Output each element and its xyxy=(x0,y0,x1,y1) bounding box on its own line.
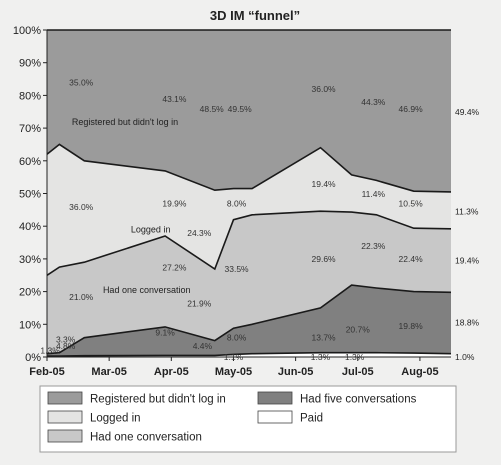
legend-swatch-had-one-conversation xyxy=(47,429,83,443)
legend-swatch-logged-in xyxy=(47,410,83,424)
data-label: 46.9% xyxy=(399,104,424,114)
data-label: 10.5% xyxy=(399,199,424,209)
data-label: 21.0% xyxy=(69,292,94,302)
legend-box xyxy=(39,385,457,453)
data-label: 3.3% xyxy=(56,334,76,344)
data-label: 19.8% xyxy=(399,321,424,331)
data-label: 44.3% xyxy=(361,97,386,107)
data-label: 11.4% xyxy=(362,189,386,199)
area-had-five-conversations xyxy=(47,285,451,356)
series-annotation: Had one conversation xyxy=(103,285,191,295)
area-had-one-conversation xyxy=(47,211,451,354)
plot-lines xyxy=(46,29,452,357)
area-registered-but-didn-t-log-in xyxy=(47,30,451,192)
end-value-label: 49.4% xyxy=(455,107,480,117)
data-label: 43.1% xyxy=(162,94,187,104)
y-tick-label: 90% xyxy=(19,58,41,70)
legend-label-logged-in: Logged in xyxy=(90,413,141,425)
data-label: 1.3% xyxy=(311,352,331,362)
data-label: 4.8% xyxy=(56,341,76,351)
end-value-label: 11.3% xyxy=(455,206,479,216)
legend: Registered but didn't log in Had five con… xyxy=(39,385,457,453)
line-logged-in xyxy=(46,143,452,193)
legend-label-had-one-conversation: Had one conversation xyxy=(90,432,202,444)
x-tick-label: Feb-05 xyxy=(29,366,64,378)
data-label: 19.4% xyxy=(312,179,337,189)
data-label: 22.3% xyxy=(361,241,386,251)
y-tick-label: 0% xyxy=(25,352,41,364)
data-label: 36.0% xyxy=(69,202,94,212)
legend-swatch-paid xyxy=(257,410,293,424)
x-tick-label: Mar-05 xyxy=(91,366,126,378)
data-label: 29.6% xyxy=(312,254,337,264)
data-label: 21.9% xyxy=(187,298,212,308)
end-value-label: 18.8% xyxy=(455,318,480,328)
data-label: 20.7% xyxy=(346,324,371,334)
legend-swatch-registered-but-didn-t-log-in xyxy=(47,391,83,405)
legend-label-had-five-conversations: Had five conversations xyxy=(300,394,417,406)
y-tick-label: 100% xyxy=(13,25,41,37)
data-label: 1.3% xyxy=(345,352,365,362)
data-label: 35.0% xyxy=(69,78,94,88)
data-label: 1.3% xyxy=(40,346,60,356)
y-tick-label: 70% xyxy=(19,123,41,135)
y-tick-label: 50% xyxy=(19,189,41,201)
y-axis: 0% 10% 20% 30% 40% 50% 60% 70% 80% 90% 100% xyxy=(13,25,48,364)
y-tick-label: 40% xyxy=(19,221,41,233)
right-labels: 49.4% 11.3% 19.4% 18.8% 1.0% xyxy=(455,107,480,362)
data-label: 27.2% xyxy=(162,262,187,272)
data-label: 24.3% xyxy=(187,228,212,238)
data-label: 8.0% xyxy=(227,333,247,343)
data-label: 8.0% xyxy=(227,199,247,209)
data-label: 1.1% xyxy=(224,352,244,362)
chart-title: 3D IM “funnel” xyxy=(210,8,300,23)
series-annotation: Registered but didn't log in xyxy=(72,117,178,127)
plot-areas xyxy=(47,30,451,357)
line-had-five-conversations xyxy=(46,284,452,355)
legend-label-registered-but-didn-t-log-in: Registered but didn't log in xyxy=(90,394,226,406)
end-value-label: 19.4% xyxy=(455,256,480,266)
point-labels: 35.0% 43.1% 48.5% 49.5% 36.0% 44.3% 46.9% 36.0%… xyxy=(40,78,423,362)
legend-swatch-had-five-conversations xyxy=(257,391,293,405)
y-tick-label: 20% xyxy=(19,287,41,299)
x-tick-label: May-05 xyxy=(215,366,252,378)
y-tick-label: 80% xyxy=(19,90,41,102)
data-label: 49.5% xyxy=(228,104,253,114)
y-tick-label: 10% xyxy=(19,319,41,331)
series-annotation: Logged in xyxy=(131,225,171,235)
line-had-one-conversation xyxy=(46,210,452,276)
legend-label-paid: Paid xyxy=(300,413,323,425)
data-label: 19.9% xyxy=(162,199,187,209)
data-label: 13.7% xyxy=(312,333,337,343)
annotations: Registered but didn't log in Logged in Had… xyxy=(72,117,191,295)
x-tick-label: Jun-05 xyxy=(278,366,313,378)
y-tick-label: 30% xyxy=(19,254,41,266)
data-label: 33.5% xyxy=(225,264,250,274)
x-axis: Feb-05 Mar-05 Apr-05 May-05 Jun-05 Jul-05 Aug-… xyxy=(29,356,451,378)
data-label: 22.4% xyxy=(399,254,424,264)
area-logged-in xyxy=(47,144,451,276)
y-tick-label: 60% xyxy=(19,156,41,168)
line-paid xyxy=(47,351,452,357)
data-label: 4.4% xyxy=(193,341,213,351)
data-label: 36.0% xyxy=(312,84,337,94)
data-label: 9.1% xyxy=(155,328,175,338)
x-tick-label: Jul-05 xyxy=(342,366,374,378)
end-value-label: 1.0% xyxy=(455,352,475,362)
x-tick-label: Apr-05 xyxy=(154,366,189,378)
data-label: 48.5% xyxy=(200,104,225,114)
x-tick-label: Aug-05 xyxy=(401,366,438,378)
